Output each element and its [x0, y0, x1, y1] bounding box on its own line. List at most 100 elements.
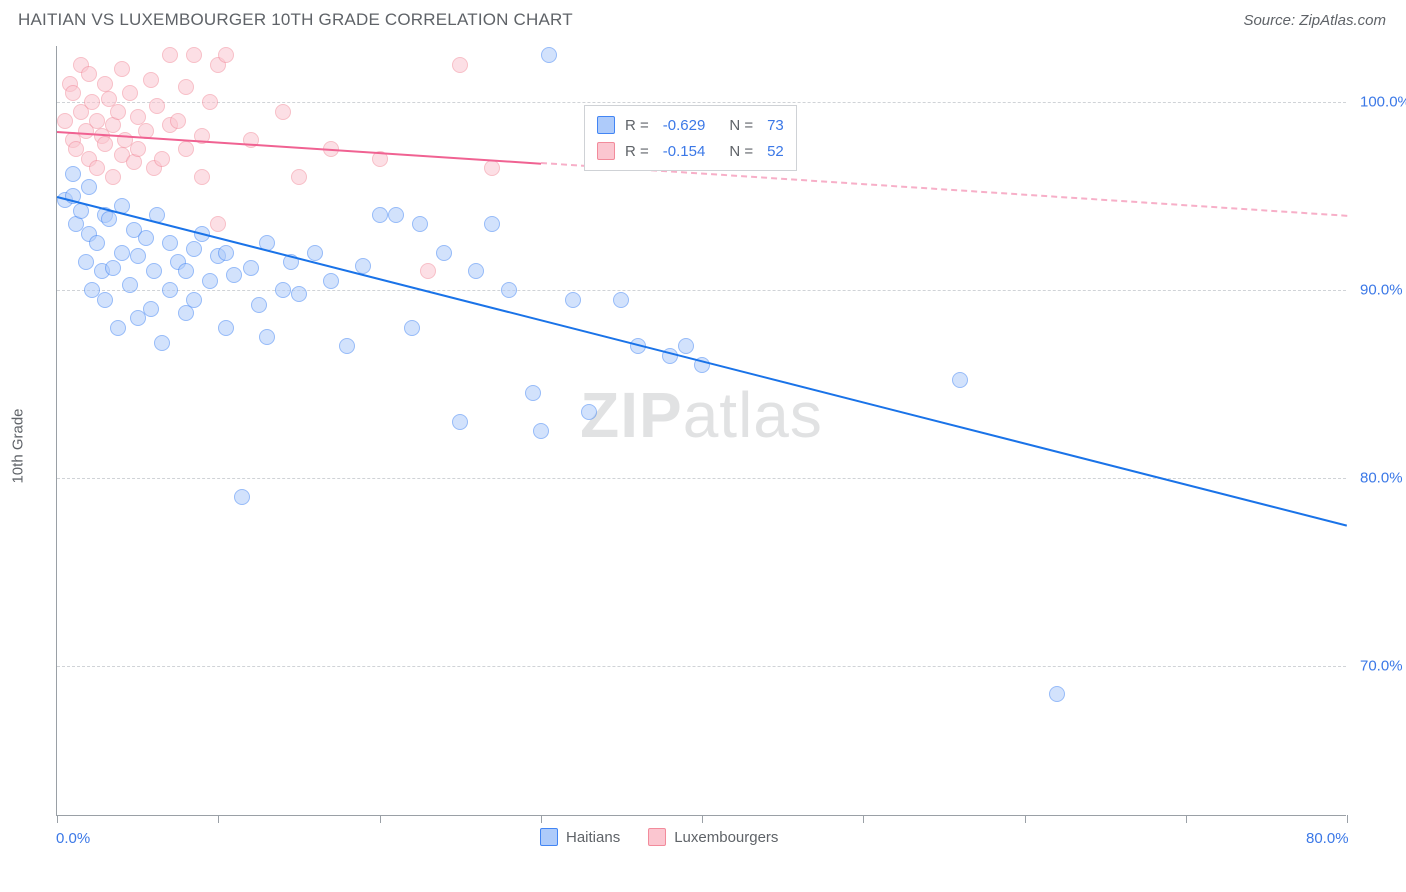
data-point — [186, 47, 202, 63]
data-point — [339, 338, 355, 354]
x-tick — [1025, 815, 1026, 823]
data-point — [275, 282, 291, 298]
data-point — [1049, 686, 1065, 702]
data-point — [178, 141, 194, 157]
data-point — [678, 338, 694, 354]
x-tick — [863, 815, 864, 823]
data-point — [186, 292, 202, 308]
scatter-chart: ZIPatlas R =-0.629N =73R =-0.154N =52 — [56, 46, 1346, 816]
data-point — [178, 263, 194, 279]
data-point — [143, 72, 159, 88]
data-point — [436, 245, 452, 261]
data-point — [307, 245, 323, 261]
data-point — [210, 216, 226, 232]
data-point — [162, 282, 178, 298]
data-point — [525, 385, 541, 401]
data-point — [101, 211, 117, 227]
legend-item: Luxembourgers — [648, 828, 778, 846]
data-point — [110, 104, 126, 120]
x-tick — [1186, 815, 1187, 823]
data-point — [122, 277, 138, 293]
data-point — [404, 320, 420, 336]
r-value: -0.629 — [663, 117, 706, 134]
gridline — [57, 290, 1346, 291]
n-label: N = — [729, 143, 753, 160]
data-point — [65, 166, 81, 182]
data-point — [355, 258, 371, 274]
data-point — [81, 179, 97, 195]
data-point — [452, 57, 468, 73]
chart-title: HAITIAN VS LUXEMBOURGER 10TH GRADE CORRE… — [18, 10, 573, 30]
x-tick — [218, 815, 219, 823]
series-swatch — [597, 116, 615, 134]
data-point — [170, 113, 186, 129]
legend-swatch — [648, 828, 666, 846]
data-point — [81, 66, 97, 82]
y-tick-label: 70.0% — [1360, 657, 1403, 674]
data-point — [412, 216, 428, 232]
data-point — [105, 169, 121, 185]
y-axis-label: 10th Grade — [10, 408, 27, 483]
y-tick-label: 80.0% — [1360, 469, 1403, 486]
data-point — [452, 414, 468, 430]
data-point — [323, 273, 339, 289]
data-point — [97, 136, 113, 152]
data-point — [114, 61, 130, 77]
source-attribution: Source: ZipAtlas.com — [1243, 12, 1386, 29]
data-point — [291, 286, 307, 302]
x-tick — [702, 815, 703, 823]
data-point — [78, 254, 94, 270]
legend-item: Haitians — [540, 828, 620, 846]
data-point — [154, 151, 170, 167]
data-point — [202, 94, 218, 110]
n-value: 52 — [767, 143, 784, 160]
data-point — [234, 489, 250, 505]
data-point — [149, 98, 165, 114]
data-point — [162, 235, 178, 251]
data-point — [581, 404, 597, 420]
data-point — [89, 160, 105, 176]
data-point — [226, 267, 242, 283]
y-tick-label: 90.0% — [1360, 282, 1403, 299]
data-point — [420, 263, 436, 279]
data-point — [194, 169, 210, 185]
gridline — [57, 102, 1346, 103]
data-point — [114, 245, 130, 261]
data-point — [84, 94, 100, 110]
correlation-stats-box: R =-0.629N =73R =-0.154N =52 — [584, 105, 797, 171]
data-point — [105, 260, 121, 276]
r-label: R = — [625, 143, 649, 160]
data-point — [154, 335, 170, 351]
data-point — [110, 320, 126, 336]
data-point — [275, 104, 291, 120]
legend-label: Haitians — [566, 829, 620, 846]
x-tick — [541, 815, 542, 823]
data-point — [138, 230, 154, 246]
data-point — [372, 207, 388, 223]
data-point — [178, 79, 194, 95]
data-point — [388, 207, 404, 223]
gridline — [57, 666, 1346, 667]
data-point — [57, 113, 73, 129]
stats-row: R =-0.154N =52 — [597, 138, 784, 164]
data-point — [130, 248, 146, 264]
x-tick-label: 0.0% — [56, 830, 90, 847]
data-point — [952, 372, 968, 388]
data-point — [484, 216, 500, 232]
data-point — [468, 263, 484, 279]
data-point — [259, 329, 275, 345]
data-point — [541, 47, 557, 63]
data-point — [501, 282, 517, 298]
series-swatch — [597, 142, 615, 160]
n-label: N = — [729, 117, 753, 134]
data-point — [218, 320, 234, 336]
legend-swatch — [540, 828, 558, 846]
data-point — [291, 169, 307, 185]
y-tick-label: 100.0% — [1360, 94, 1406, 111]
data-point — [533, 423, 549, 439]
data-point — [484, 160, 500, 176]
x-tick — [380, 815, 381, 823]
data-point — [97, 292, 113, 308]
stats-row: R =-0.629N =73 — [597, 112, 784, 138]
data-point — [251, 297, 267, 313]
